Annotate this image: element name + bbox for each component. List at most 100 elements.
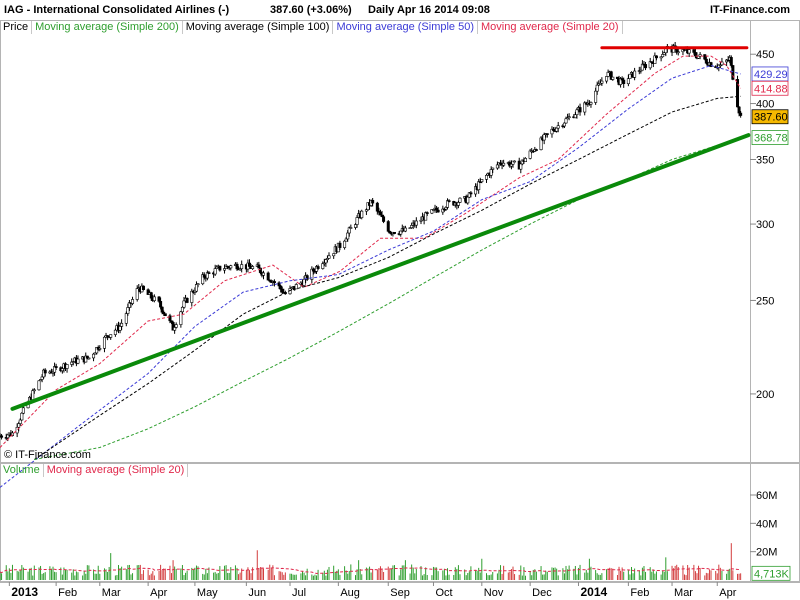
price-candle-body — [589, 102, 593, 105]
price-candle-body — [709, 62, 713, 67]
volume-panel-frame — [0, 463, 800, 582]
x-tick-label: Dec — [532, 587, 552, 599]
x-tick-label: Feb — [630, 587, 649, 599]
price-candle-body — [648, 61, 652, 69]
x-tick-label: 2014 — [580, 585, 607, 599]
price-candle-body — [180, 306, 184, 313]
price-candle-body — [321, 263, 325, 269]
x-tick-label: Mar — [674, 587, 693, 599]
price-candle-body — [223, 268, 227, 271]
price-candle-body — [347, 227, 351, 234]
price-candle-body — [20, 412, 24, 421]
price-candle-body — [190, 290, 194, 303]
price-candle-body — [605, 76, 609, 82]
price-candle-body — [578, 107, 582, 113]
price-candle-body — [43, 369, 47, 374]
price-candle-body — [131, 299, 135, 304]
price-candle-body — [218, 265, 222, 271]
legend-volume-ma20[interactable]: Moving average (Simple 20) — [44, 464, 189, 477]
price-candle-body — [594, 90, 598, 103]
volume-tick-label: 20M — [756, 547, 777, 559]
price-candle-body — [338, 242, 342, 248]
volume-tick-label: 40M — [756, 518, 777, 530]
price-candle-body — [344, 238, 348, 242]
price-candle-body — [542, 134, 546, 141]
price-candle-body — [626, 78, 630, 85]
price-candle-body — [149, 292, 153, 299]
legend-ma50[interactable]: Moving average (Simple 50) — [333, 20, 479, 34]
price-candle-body — [491, 167, 495, 170]
price-candle-body — [173, 327, 177, 331]
legend-ma200[interactable]: Moving average (Simple 200) — [32, 20, 183, 34]
price-candle-body — [235, 263, 239, 270]
price-candle-body — [386, 221, 390, 232]
y-tick-label: 250 — [756, 295, 774, 307]
legend-ma20[interactable]: Moving average (Simple 20) — [478, 20, 623, 34]
price-candle-body — [266, 272, 270, 281]
price-candle-body — [403, 227, 407, 232]
price-candle-body — [447, 200, 451, 202]
price-candle-body — [168, 315, 172, 322]
price-candle-body — [644, 64, 648, 69]
price-candle-body — [160, 306, 164, 313]
price-candle-body — [545, 133, 549, 135]
price-change: 387.60 (+3.06%) — [270, 4, 352, 16]
price-candle-body — [528, 150, 532, 159]
price-candle-body — [205, 272, 209, 279]
legend-volume[interactable]: Volume — [0, 464, 44, 477]
price-candle-body — [60, 368, 64, 372]
price-candle-body — [720, 61, 724, 66]
price-candle-body — [609, 71, 613, 80]
price-candle-body — [639, 69, 643, 72]
price-candle-body — [202, 274, 206, 278]
y-tick-label: 450 — [756, 49, 774, 61]
price-candle-body — [247, 262, 251, 267]
legend-ma100[interactable]: Moving average (Simple 100) — [183, 20, 334, 34]
price-candle-body — [640, 63, 644, 71]
price-candle-body — [539, 137, 543, 150]
price-candle-body — [251, 266, 255, 269]
price-badge-label: 414.88 — [754, 83, 788, 95]
price-candle-body — [382, 216, 386, 222]
x-tick-label: Mar — [102, 587, 121, 599]
price-candle-body — [349, 227, 353, 229]
price-candle-body — [633, 70, 637, 78]
price-candle-body — [502, 162, 506, 166]
price-candle-body — [654, 55, 658, 59]
x-tick-label: Nov — [484, 587, 504, 599]
price-candle-body — [729, 57, 733, 66]
price-candle-body — [162, 311, 166, 314]
price-candle-body — [120, 322, 124, 327]
price-candle-body — [628, 73, 632, 79]
price-candle-body — [196, 283, 200, 286]
price-candle-body — [316, 266, 320, 269]
price-candle-body — [32, 389, 36, 392]
price-candle-body — [466, 196, 470, 204]
price-candle-body — [229, 265, 233, 269]
price-candle-body — [240, 264, 244, 270]
price-candle-body — [704, 58, 708, 64]
legend-price[interactable]: Price — [0, 20, 33, 34]
price-candle-body — [392, 232, 396, 234]
price-candle-body — [480, 179, 484, 183]
price-candle-body — [354, 224, 358, 228]
price-candle-body — [511, 160, 515, 165]
price-candle-body — [595, 84, 599, 92]
price-candle-body — [698, 54, 702, 57]
price-candle-body — [6, 434, 10, 439]
price-candle-body — [124, 313, 128, 324]
price-candle-body — [213, 268, 217, 275]
price-candle-body — [456, 202, 460, 206]
price-candle-body — [661, 54, 665, 58]
price-candle-body — [157, 296, 161, 302]
price-candle-body — [477, 181, 481, 191]
price-candle-body — [410, 225, 414, 229]
price-candle-body — [40, 376, 44, 380]
x-tick-label: May — [197, 587, 218, 599]
price-candle-body — [414, 220, 418, 226]
price-candle-body — [185, 297, 189, 303]
x-tick-label: Feb — [58, 587, 77, 599]
price-candle-body — [98, 348, 102, 350]
